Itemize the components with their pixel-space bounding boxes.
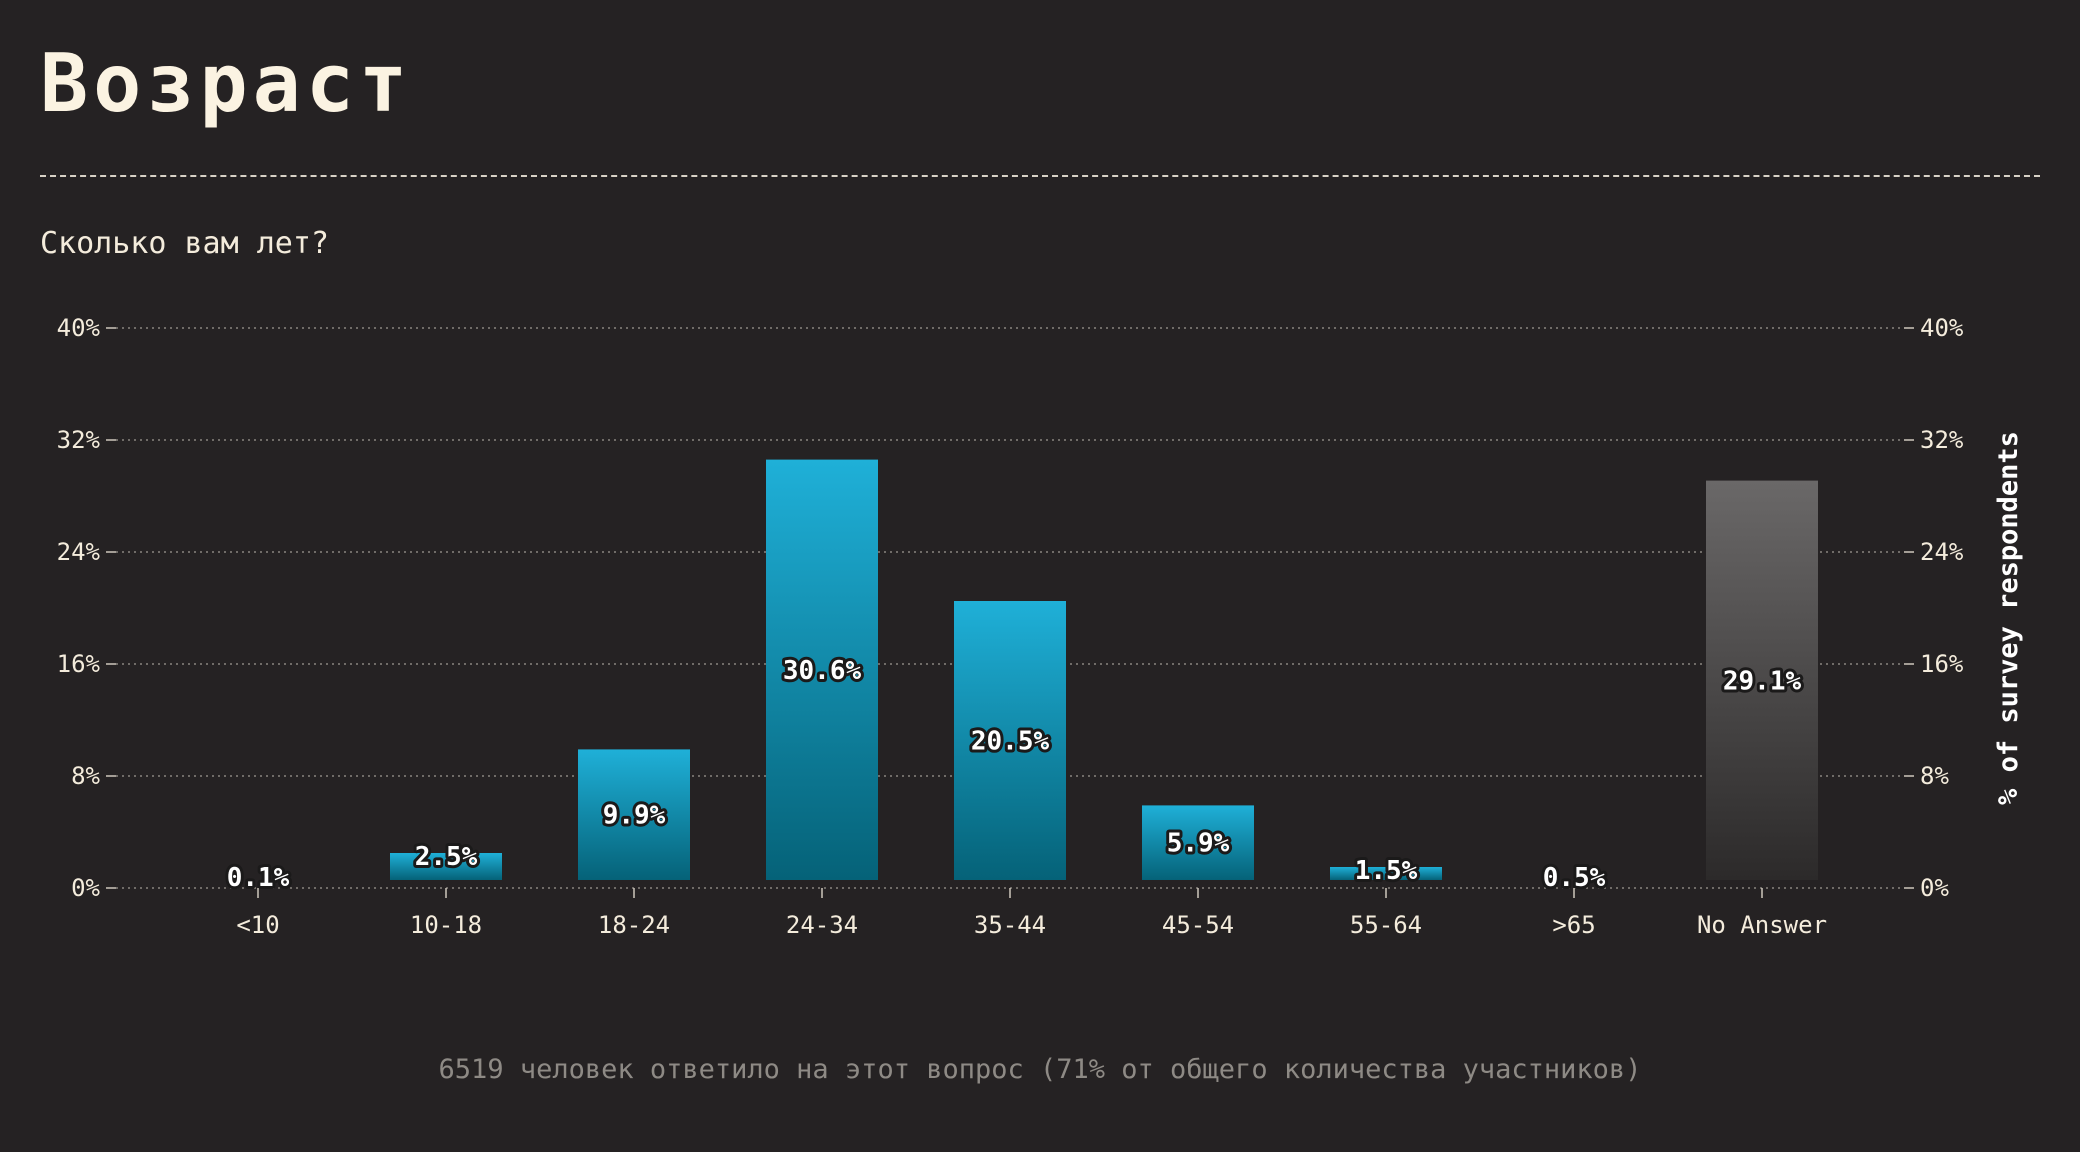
y-tick-label-left: 0% xyxy=(71,874,100,902)
y-tick-label-right: 0% xyxy=(1920,874,1949,902)
y-tick-label-left: 16% xyxy=(57,650,101,678)
x-tick-label: 35-44 xyxy=(974,911,1046,939)
x-tick-label: <10 xyxy=(236,911,279,939)
y-tick-label-left: 32% xyxy=(57,426,101,454)
x-tick-label: No Answer xyxy=(1697,911,1827,939)
bar-value-labels: 0.1% 2.5% 9.9% 30.6% 20.5% 5.9% 1.5% 0.5% 29.1% xyxy=(224,653,1805,896)
bar xyxy=(578,749,690,880)
bar-value-label: 1.5% xyxy=(1355,856,1418,886)
x-tick-label: 45-54 xyxy=(1162,911,1234,939)
y-tick-label-left: 40% xyxy=(57,314,101,342)
bar xyxy=(1706,480,1818,880)
question-text: Сколько вам лет? xyxy=(40,226,329,261)
bar-value-label: 29.1% xyxy=(1723,666,1802,696)
age-bar-chart: 0.1%2.5%9.9%30.6%20.5%5.9%1.5% 0.5%29.1% … xyxy=(57,314,2024,939)
x-tick-label: 24-34 xyxy=(786,911,858,939)
y-tick-label-right: 24% xyxy=(1920,538,1964,566)
bar xyxy=(1142,805,1254,880)
bar-value-label: 0.1% xyxy=(227,863,290,893)
bar-value-label: 9.9% xyxy=(603,801,666,831)
y-tick-label-right: 40% xyxy=(1920,314,1964,342)
y-axis-label: % of survey respondents xyxy=(1993,431,2024,805)
bar-value-label: 5.9% xyxy=(1167,829,1230,859)
bar xyxy=(954,601,1066,880)
y-tick-label-right: 8% xyxy=(1920,762,1949,790)
bar xyxy=(1330,867,1442,880)
response-footnote: 6519 человек ответило на этот вопрос (71… xyxy=(438,1054,1642,1085)
title-divider xyxy=(40,175,2040,177)
bar xyxy=(390,853,502,880)
y-tick-label-right: 32% xyxy=(1920,426,1964,454)
bar-value-label: 20.5% xyxy=(971,727,1050,757)
bars xyxy=(390,459,1818,880)
y-tick-label-left: 24% xyxy=(57,538,101,566)
x-tick-label: 55-64 xyxy=(1350,911,1422,939)
axes: 0% 0% 8% 8% 16% 16% 24% 24% 32% 32% 40% 40% <10 10-18… xyxy=(57,314,1964,939)
y-tick-label-right: 16% xyxy=(1920,650,1964,678)
x-tick-label: >65 xyxy=(1552,911,1595,939)
x-tick-label: 18-24 xyxy=(598,911,670,939)
page-title: Возраст xyxy=(40,37,413,130)
bar-value-label: 2.5% xyxy=(415,842,478,872)
y-tick-label-left: 8% xyxy=(71,762,100,790)
x-tick-label: 10-18 xyxy=(410,911,482,939)
bar xyxy=(766,459,878,880)
bar-value-label: 0.5% xyxy=(1543,863,1606,893)
bar-value-label: 30.6% xyxy=(783,656,862,686)
